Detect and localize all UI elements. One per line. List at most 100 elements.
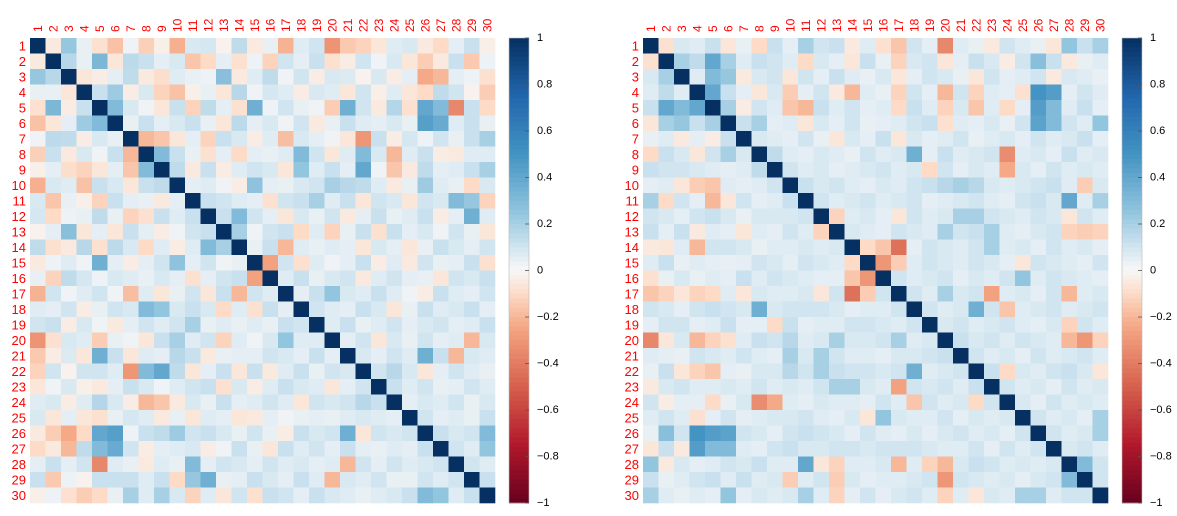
heatmap-cell bbox=[953, 193, 969, 209]
heatmap-cell bbox=[231, 348, 248, 364]
column-label: 15 bbox=[861, 18, 875, 32]
heatmap-cell bbox=[922, 193, 938, 209]
heatmap-cell bbox=[433, 146, 449, 163]
heatmap-cell bbox=[324, 131, 341, 147]
colorbar-segment bbox=[1122, 158, 1142, 164]
heatmap-cell bbox=[216, 348, 232, 364]
row-label: 16 bbox=[12, 271, 26, 286]
heatmap-cell bbox=[813, 487, 830, 504]
heatmap-cell bbox=[138, 286, 155, 302]
heatmap-cell bbox=[402, 410, 418, 426]
heatmap-cell bbox=[674, 38, 690, 54]
heatmap-cell bbox=[448, 270, 465, 287]
heatmap-cell bbox=[798, 53, 814, 70]
heatmap-cell bbox=[844, 441, 861, 457]
heatmap-cell bbox=[1077, 38, 1093, 54]
heatmap-cell bbox=[1030, 255, 1047, 271]
heatmap-cell bbox=[92, 487, 108, 504]
heatmap-cell bbox=[138, 115, 155, 132]
heatmap-cell bbox=[953, 363, 969, 380]
heatmap-cell bbox=[891, 131, 907, 147]
heatmap-cell bbox=[1077, 162, 1093, 178]
heatmap-cell bbox=[643, 301, 659, 318]
heatmap-cell bbox=[92, 239, 108, 256]
heatmap-cell bbox=[875, 224, 892, 240]
heatmap-cell bbox=[1046, 301, 1062, 318]
heatmap-cell bbox=[417, 332, 434, 349]
heatmap-cell bbox=[767, 131, 783, 147]
heatmap-cell bbox=[324, 487, 341, 504]
heatmap-cell bbox=[658, 410, 675, 426]
heatmap-cell bbox=[371, 410, 387, 426]
heatmap-cell bbox=[340, 100, 356, 116]
heatmap-cell bbox=[705, 286, 721, 302]
heatmap-cell bbox=[1015, 100, 1031, 116]
heatmap-cell bbox=[123, 162, 139, 178]
heatmap-cell bbox=[386, 286, 403, 302]
heatmap-cell bbox=[154, 38, 170, 54]
heatmap-cell bbox=[984, 177, 1000, 194]
heatmap-cell bbox=[658, 115, 675, 132]
heatmap-cell bbox=[324, 317, 341, 333]
colorbar-tick-label: −1 bbox=[537, 497, 550, 509]
colorbar-segment bbox=[1122, 400, 1142, 406]
column-label: 30 bbox=[480, 18, 494, 32]
heatmap-cell bbox=[1077, 193, 1093, 209]
colorbar-segment bbox=[509, 461, 529, 467]
heatmap-cell bbox=[720, 224, 737, 240]
colorbar-segment bbox=[509, 391, 529, 397]
colorbar-tick-label: −0.4 bbox=[537, 358, 559, 370]
colorbar-segment bbox=[509, 428, 529, 434]
heatmap-cell bbox=[402, 177, 418, 194]
row-label: 12 bbox=[625, 209, 639, 224]
heatmap-cell bbox=[751, 456, 768, 473]
heatmap-cell bbox=[355, 363, 372, 380]
heatmap-cell bbox=[736, 472, 752, 488]
column-label: 30 bbox=[1093, 18, 1107, 32]
heatmap-cell bbox=[123, 224, 139, 240]
heatmap-cell bbox=[689, 38, 706, 54]
heatmap-cell bbox=[1015, 456, 1031, 473]
heatmap-cell bbox=[813, 162, 830, 178]
heatmap-cell bbox=[906, 115, 923, 132]
heatmap-cell bbox=[705, 301, 721, 318]
row-label: 18 bbox=[625, 302, 639, 317]
heatmap-cell bbox=[875, 348, 892, 364]
heatmap-cell bbox=[1092, 332, 1109, 349]
heatmap-cell bbox=[1030, 208, 1047, 225]
heatmap-cell bbox=[1092, 379, 1109, 395]
heatmap-cell bbox=[355, 38, 372, 54]
column-label: 20 bbox=[325, 18, 339, 32]
heatmap-cell bbox=[293, 131, 310, 147]
heatmap-cell bbox=[906, 146, 923, 163]
heatmap-cell bbox=[355, 100, 372, 116]
heatmap-cell bbox=[386, 441, 403, 457]
colorbar-segment bbox=[1122, 284, 1142, 290]
heatmap-cell bbox=[751, 441, 768, 457]
heatmap-cell bbox=[1030, 456, 1047, 473]
heatmap-cell bbox=[891, 456, 907, 473]
heatmap-cell bbox=[138, 208, 155, 225]
heatmap-cell bbox=[231, 301, 248, 318]
heatmap-cell bbox=[154, 379, 170, 395]
heatmap-cell bbox=[45, 394, 62, 411]
heatmap-cell bbox=[138, 53, 155, 70]
heatmap-cell bbox=[1092, 394, 1109, 411]
heatmap-cell bbox=[937, 487, 954, 504]
heatmap-cell bbox=[767, 38, 783, 54]
heatmap-cell bbox=[169, 472, 186, 488]
colorbar-segment bbox=[1122, 247, 1142, 253]
colorbar-segment bbox=[1122, 214, 1142, 220]
heatmap-cell bbox=[200, 487, 217, 504]
heatmap-cell bbox=[417, 53, 434, 70]
heatmap-cell bbox=[386, 131, 403, 147]
heatmap-cell bbox=[1077, 394, 1093, 411]
colorbar-segment bbox=[509, 172, 529, 178]
row-label: 22 bbox=[625, 364, 639, 379]
heatmap-cell bbox=[922, 363, 938, 380]
colorbar-segment bbox=[1122, 149, 1142, 155]
heatmap-cell bbox=[107, 255, 124, 271]
colorbar-segment bbox=[1122, 423, 1142, 429]
heatmap-cell bbox=[278, 348, 294, 364]
colorbar-segment bbox=[509, 149, 529, 155]
